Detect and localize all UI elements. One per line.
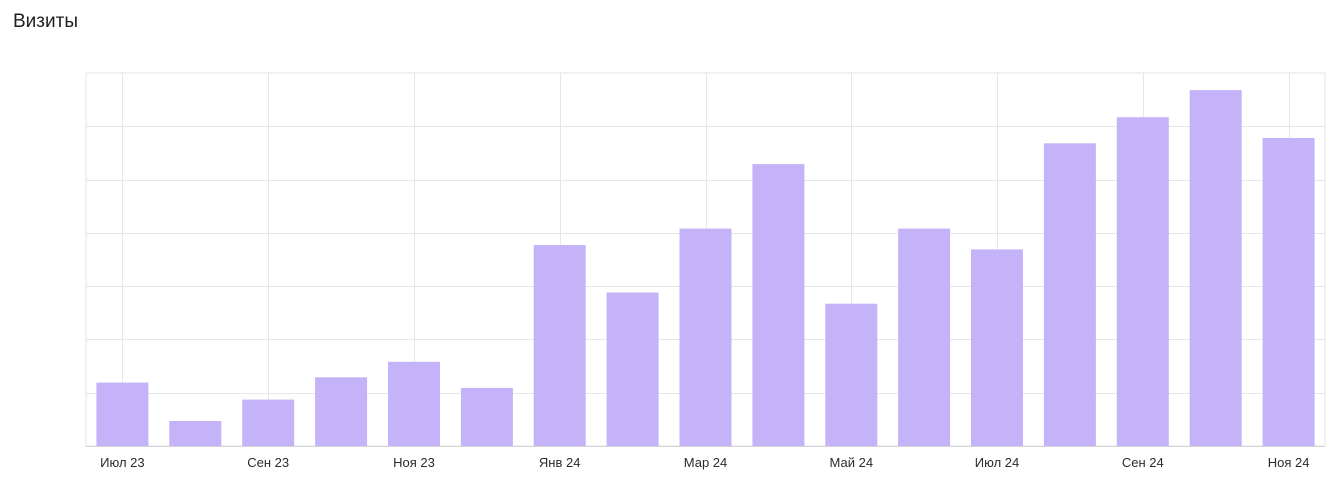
bar-окт-24[interactable] [1189, 90, 1242, 446]
x-tick-label: Ноя 24 [1268, 455, 1310, 470]
x-tick-label: Июл 24 [975, 455, 1019, 470]
bar-сен-24[interactable] [1116, 117, 1169, 446]
bar-фев-24[interactable] [606, 292, 659, 447]
bar-сен-23[interactable] [242, 399, 295, 446]
bar-янв-24[interactable] [533, 245, 586, 446]
x-tick-label: Май 24 [830, 455, 874, 470]
bar-май-24[interactable] [825, 303, 878, 446]
x-tick-label: Мар 24 [684, 455, 728, 470]
bar-июл-24[interactable] [971, 249, 1023, 446]
bar-авг-23[interactable] [169, 421, 222, 446]
bar-ноя-24[interactable] [1262, 138, 1315, 446]
x-tick-label: Янв 24 [539, 455, 581, 470]
x-tick-label: Июл 23 [100, 455, 144, 470]
bar-июн-24[interactable] [898, 228, 951, 446]
bar-апр-24[interactable] [752, 164, 805, 446]
bar-мар-24[interactable] [679, 228, 732, 446]
x-tick-label: Сен 24 [1122, 455, 1164, 470]
bar-авг-24[interactable] [1043, 143, 1096, 447]
bar-дек-23[interactable] [460, 387, 513, 446]
page-title: Визиты [13, 11, 78, 32]
bar-июл-23[interactable] [96, 382, 149, 446]
chart-x-axis: Июл 23 Сен 23 Ноя 23 Янв 24 Мар 24 Май 24 Июл … [86, 446, 1325, 470]
x-tick-label: Ноя 23 [393, 455, 435, 470]
bar-окт-23[interactable] [315, 377, 368, 446]
x-tick-label: Сен 23 [247, 455, 289, 470]
chart-bars [96, 90, 1315, 447]
bar-ноя-23[interactable] [388, 361, 440, 446]
